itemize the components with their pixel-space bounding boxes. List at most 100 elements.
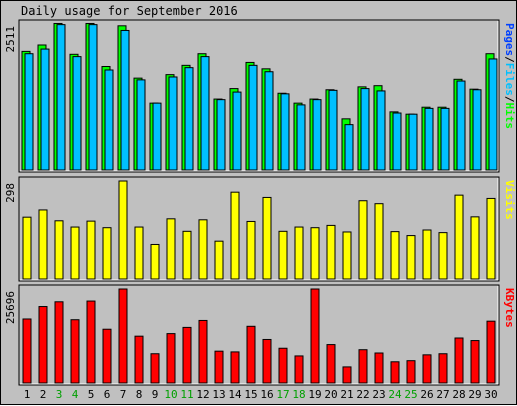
bar-kbytes-kbytes-4: [70, 319, 80, 384]
bar-visits-visits-10: [166, 218, 176, 280]
bar-visits-visits-22: [358, 200, 368, 280]
bar-visits-visits-2: [38, 209, 48, 280]
x-tick-label-2: 2: [40, 388, 47, 401]
bar-kbytes-kbytes-19: [310, 288, 320, 384]
x-tick-label-25: 25: [404, 388, 417, 401]
bar-kbytes-kbytes-2: [38, 306, 48, 384]
y-max-label-kbytes: 25696: [4, 291, 17, 324]
panel-visits: [18, 176, 500, 282]
bar-visits-visits-12: [198, 219, 208, 280]
bar-visits-visits-16: [262, 196, 272, 280]
bar-visits-visits-14: [230, 191, 240, 280]
bar-kbytes-kbytes-8: [134, 335, 144, 384]
x-tick-label-26: 26: [420, 388, 433, 401]
bar-visits-visits-28: [454, 194, 464, 280]
legend-usage-part-0: Pages: [503, 23, 516, 56]
bar-visits-visits-9: [150, 243, 160, 280]
x-tick-label-11: 11: [180, 388, 193, 401]
x-tick-label-13: 13: [212, 388, 225, 401]
chart-title: Daily usage for September 2016: [21, 4, 238, 18]
x-tick-label-7: 7: [120, 388, 127, 401]
bar-kbytes-kbytes-24: [390, 361, 400, 384]
y-max-label-usage: 2511: [4, 26, 17, 53]
x-tick-label-21: 21: [340, 388, 353, 401]
bar-usage-files-6: [104, 69, 114, 171]
bar-usage-files-11: [184, 67, 194, 171]
legend-usage-part-4: Hits: [503, 103, 516, 130]
bar-visits-visits-6: [102, 227, 112, 280]
bar-kbytes-kbytes-10: [166, 333, 176, 384]
x-tick-label-5: 5: [88, 388, 95, 401]
bar-usage-files-14: [232, 91, 242, 171]
bar-kbytes-kbytes-21: [342, 366, 352, 384]
bar-kbytes-kbytes-17: [278, 347, 288, 384]
bar-usage-files-16: [264, 71, 274, 171]
bar-visits-visits-21: [342, 231, 352, 280]
bar-kbytes-kbytes-23: [374, 352, 384, 384]
bar-kbytes-kbytes-14: [230, 351, 240, 384]
bar-usage-files-12: [200, 56, 210, 171]
bar-usage-files-9: [152, 102, 162, 171]
bar-visits-visits-19: [310, 227, 320, 280]
bar-visits-visits-20: [326, 224, 336, 280]
bar-visits-visits-4: [70, 226, 80, 280]
bar-usage-files-24: [392, 112, 402, 171]
bar-usage-files-8: [136, 79, 146, 171]
bar-kbytes-kbytes-20: [326, 344, 336, 384]
bar-kbytes-kbytes-18: [294, 355, 304, 384]
bar-kbytes-kbytes-5: [86, 300, 96, 384]
bar-usage-files-23: [376, 90, 386, 171]
bar-visits-visits-13: [214, 240, 224, 280]
legend-usage-part-3: /: [503, 96, 516, 103]
x-tick-label-10: 10: [164, 388, 177, 401]
bar-kbytes-kbytes-27: [438, 353, 448, 384]
bar-usage-files-2: [40, 48, 50, 171]
bar-visits-visits-7: [118, 180, 128, 280]
bar-kbytes-kbytes-29: [470, 340, 480, 384]
bar-visits-visits-17: [278, 230, 288, 280]
bar-usage-files-22: [360, 88, 370, 171]
bar-kbytes-kbytes-11: [182, 326, 192, 384]
bar-kbytes-kbytes-28: [454, 337, 464, 384]
x-tick-label-19: 19: [308, 388, 321, 401]
bar-usage-files-18: [296, 104, 306, 171]
bar-visits-visits-25: [406, 235, 416, 280]
bar-visits-visits-11: [182, 230, 192, 280]
bar-usage-files-28: [456, 80, 466, 171]
x-tick-label-9: 9: [152, 388, 159, 401]
x-tick-label-3: 3: [56, 388, 63, 401]
bar-kbytes-kbytes-26: [422, 354, 432, 384]
y-max-label-visits: 298: [4, 183, 17, 203]
legend-kbytes: KBytes: [503, 288, 516, 328]
bar-kbytes-kbytes-22: [358, 349, 368, 384]
legend-usage-part-1: /: [503, 56, 516, 63]
x-tick-label-4: 4: [72, 388, 79, 401]
bar-usage-files-25: [408, 113, 418, 171]
x-tick-label-20: 20: [324, 388, 337, 401]
bar-visits-visits-15: [246, 220, 256, 280]
bar-usage-files-30: [488, 58, 498, 171]
x-tick-label-22: 22: [356, 388, 369, 401]
bar-kbytes-kbytes-15: [246, 325, 256, 384]
bar-kbytes-kbytes-25: [406, 360, 416, 384]
bar-kbytes-kbytes-12: [198, 319, 208, 384]
bar-kbytes-kbytes-16: [262, 338, 272, 384]
x-tick-label-18: 18: [292, 388, 305, 401]
bar-visits-visits-1: [22, 216, 32, 280]
x-tick-label-16: 16: [260, 388, 273, 401]
bar-visits-visits-24: [390, 231, 400, 280]
bar-kbytes-kbytes-6: [102, 328, 112, 384]
bar-visits-visits-8: [134, 226, 144, 280]
bar-kbytes-kbytes-30: [486, 320, 496, 384]
bar-usage-files-29: [472, 89, 482, 171]
panel-usage: [18, 19, 500, 173]
x-tick-label-6: 6: [104, 388, 111, 401]
bar-visits-visits-23: [374, 203, 384, 280]
x-tick-label-8: 8: [136, 388, 143, 401]
bar-kbytes-kbytes-3: [54, 301, 64, 384]
legend-usage: Pages/Files/Hits: [503, 23, 516, 129]
bar-kbytes-kbytes-9: [150, 353, 160, 384]
x-tick-label-27: 27: [436, 388, 449, 401]
bar-visits-visits-18: [294, 226, 304, 280]
